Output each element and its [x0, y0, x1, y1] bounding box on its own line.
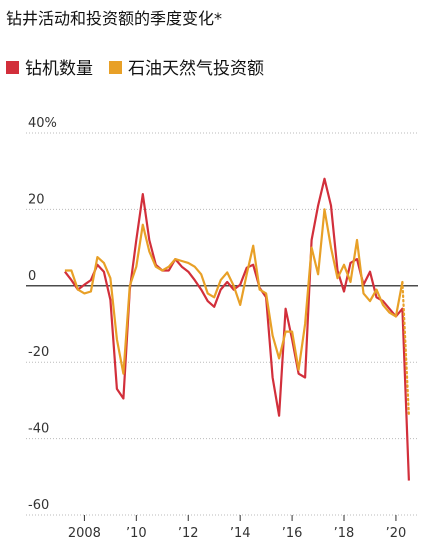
- x-tick-label: ’18: [334, 526, 355, 541]
- legend-label: 石油天然气投资额: [128, 59, 264, 79]
- x-tick-label: ’20: [386, 526, 407, 541]
- y-tick-label: 0: [28, 269, 36, 284]
- y-tick-label: -60: [28, 498, 49, 513]
- legend-label: 钻机数量: [25, 59, 93, 79]
- series-line: [64, 208, 404, 375]
- y-tick-label: -40: [28, 422, 49, 437]
- series-line: [64, 177, 410, 481]
- y-tick-label: 40%: [28, 116, 57, 131]
- x-tick-label: ’14: [230, 526, 251, 541]
- chart-title: 钻井活动和投资额的季度变化*: [6, 9, 222, 28]
- x-tick-label: 2008: [68, 526, 101, 541]
- series-line-estimate: [401, 280, 411, 417]
- y-tick-label: 20: [28, 192, 45, 207]
- legend-swatch: [109, 61, 122, 74]
- legend-swatch: [6, 61, 19, 74]
- x-tick-label: ’16: [282, 526, 303, 541]
- x-tick-label: ’10: [126, 526, 147, 541]
- y-tick-label: -20: [28, 345, 49, 360]
- x-tick-label: ’12: [178, 526, 199, 541]
